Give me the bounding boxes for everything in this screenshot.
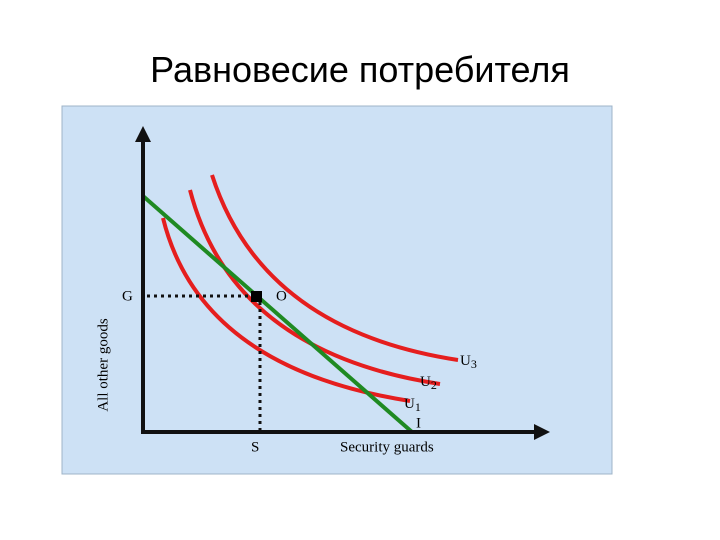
curve-letter: U (420, 374, 431, 390)
curve-label: U3 (460, 353, 477, 370)
curve-u3 (210, 174, 459, 362)
y-axis-arrow (135, 126, 151, 142)
curve-u1 (161, 217, 411, 403)
point-label: O (276, 288, 287, 304)
budget-line (141, 194, 414, 434)
x-axis-label: Security guards (340, 439, 434, 455)
point-label: I (416, 415, 421, 431)
diagram-panel (61, 105, 613, 475)
curve-u2 (188, 189, 441, 386)
curve-index: 1 (415, 400, 421, 414)
equilibrium-point (251, 291, 262, 302)
point-label: S (251, 439, 259, 455)
curve-label: U2 (420, 374, 437, 391)
curve-index: 2 (431, 378, 437, 392)
curve-index: 3 (471, 357, 477, 371)
y-axis-label: All other goods (95, 318, 111, 411)
point-label: G (122, 288, 133, 304)
curve-letter: U (404, 396, 415, 412)
slide-title: Равновесие потребителя (150, 49, 570, 90)
curve-letter: U (460, 353, 471, 369)
curve-label: U1 (404, 396, 421, 413)
x-axis-arrow (534, 424, 550, 440)
